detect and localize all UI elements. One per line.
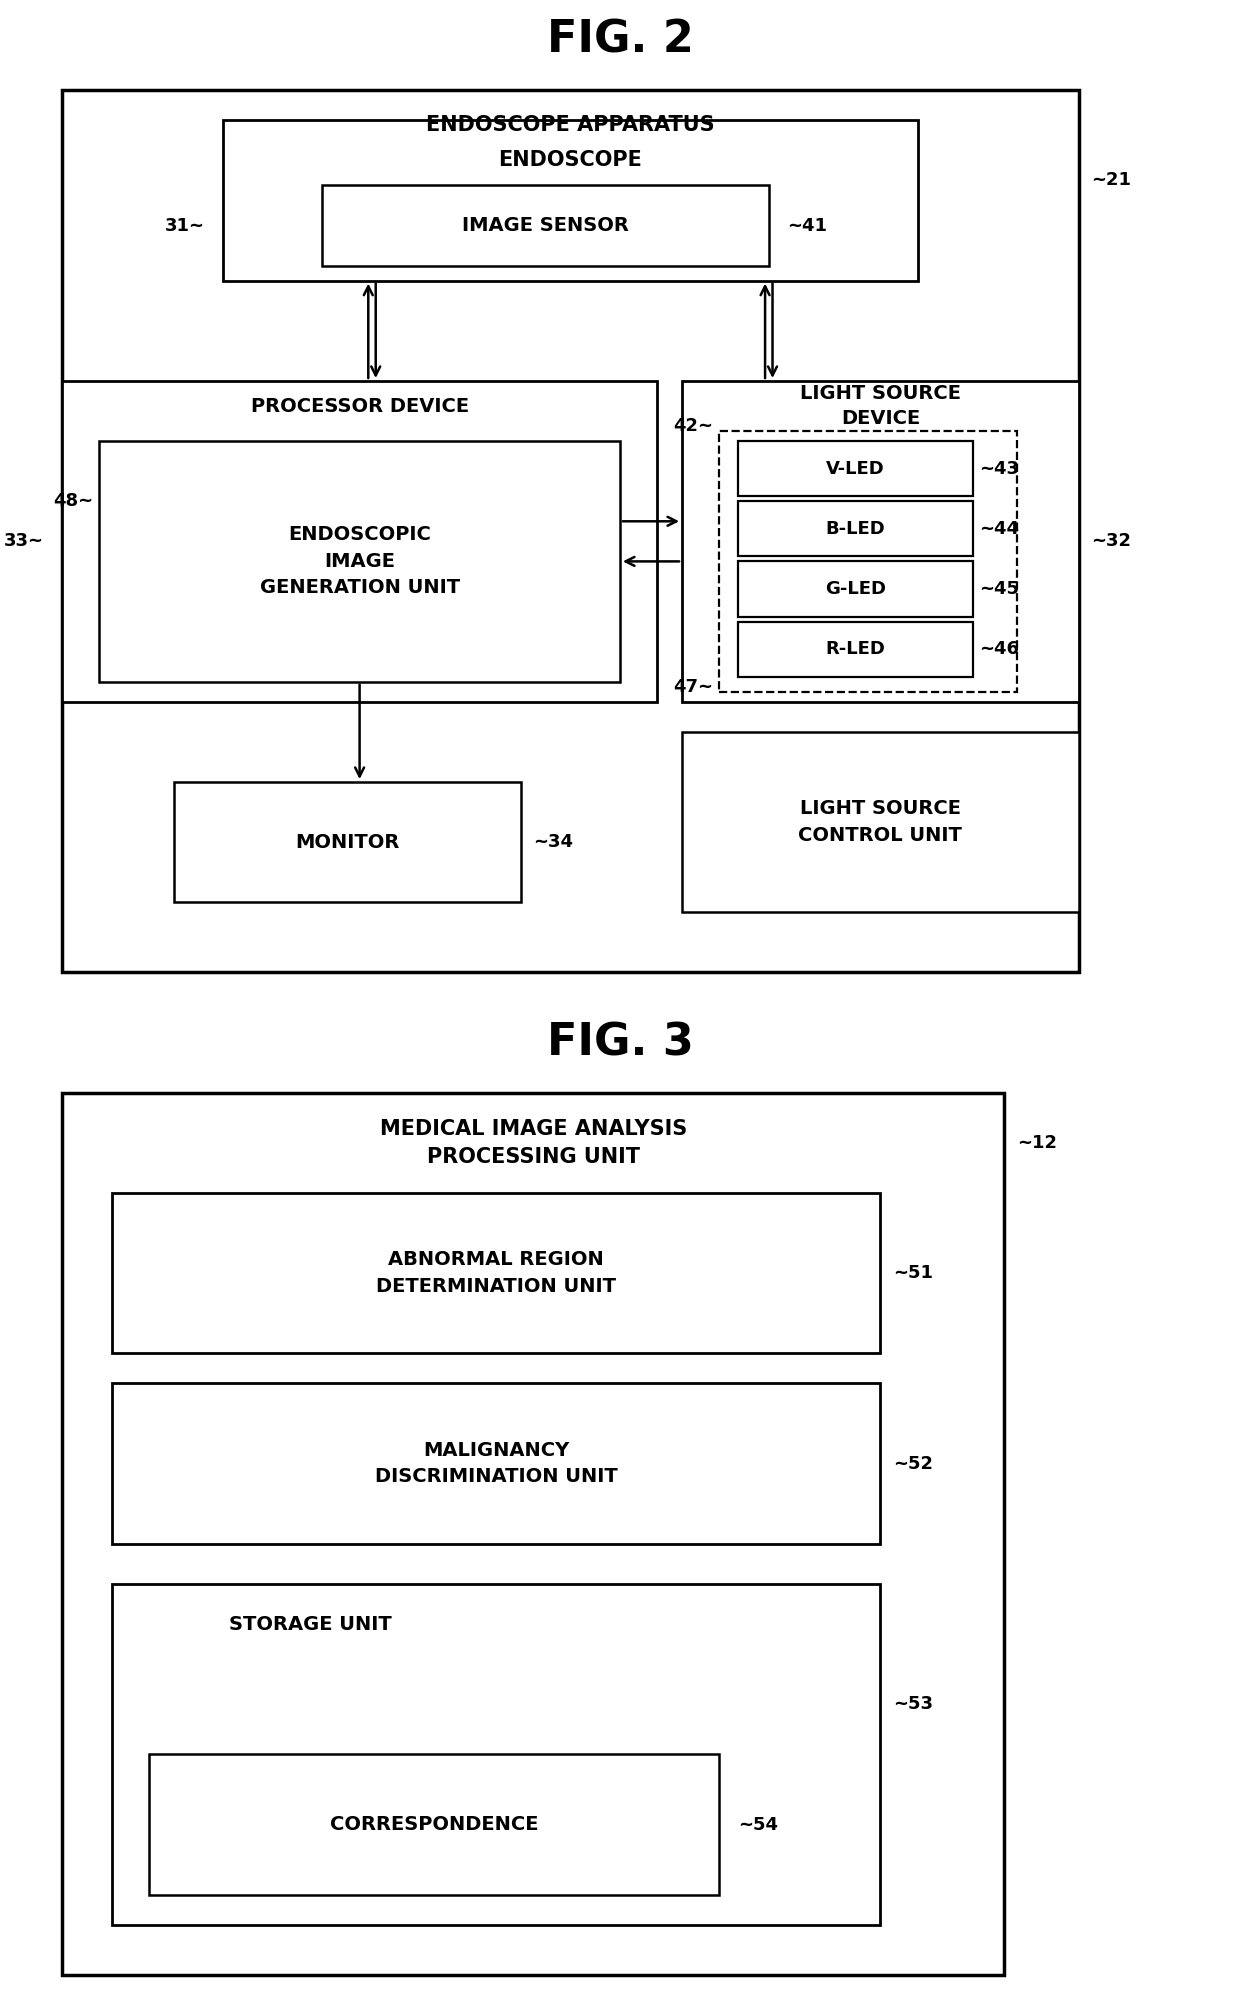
Text: LIGHT SOURCE
CONTROL UNIT: LIGHT SOURCE CONTROL UNIT bbox=[799, 800, 962, 844]
Text: IMAGE SENSOR: IMAGE SENSOR bbox=[463, 217, 629, 235]
Text: PROCESSOR DEVICE: PROCESSOR DEVICE bbox=[250, 397, 469, 415]
Bar bbox=[223, 120, 918, 281]
Bar bbox=[112, 1383, 880, 1544]
Text: ~44: ~44 bbox=[980, 519, 1019, 537]
Bar bbox=[738, 441, 973, 497]
Text: ~45: ~45 bbox=[980, 579, 1019, 597]
Text: ~41: ~41 bbox=[787, 217, 827, 235]
Text: FIG. 3: FIG. 3 bbox=[547, 1021, 693, 1065]
Text: ~46: ~46 bbox=[980, 640, 1019, 658]
Text: 33~: 33~ bbox=[4, 533, 43, 549]
Text: ENDOSCOPE APPARATUS: ENDOSCOPE APPARATUS bbox=[427, 116, 714, 134]
Text: MALIGNANCY
DISCRIMINATION UNIT: MALIGNANCY DISCRIMINATION UNIT bbox=[374, 1442, 618, 1486]
Text: ~52: ~52 bbox=[893, 1456, 932, 1472]
Text: B-LED: B-LED bbox=[826, 519, 885, 537]
Text: CORRESPONDENCE: CORRESPONDENCE bbox=[330, 1815, 538, 1835]
Text: ~53: ~53 bbox=[893, 1696, 932, 1712]
Text: STORAGE UNIT: STORAGE UNIT bbox=[228, 1614, 392, 1634]
Bar bbox=[112, 1193, 880, 1353]
Bar bbox=[682, 732, 1079, 912]
Text: R-LED: R-LED bbox=[826, 640, 885, 658]
Text: ENDOSCOPE: ENDOSCOPE bbox=[498, 150, 642, 170]
Bar bbox=[682, 381, 1079, 702]
Text: FIG. 2: FIG. 2 bbox=[547, 18, 693, 62]
Bar bbox=[112, 1584, 880, 1925]
Bar bbox=[62, 381, 657, 702]
Bar bbox=[99, 441, 620, 682]
Bar bbox=[62, 90, 1079, 972]
Text: MEDICAL IMAGE ANALYSIS
PROCESSING UNIT: MEDICAL IMAGE ANALYSIS PROCESSING UNIT bbox=[379, 1119, 687, 1167]
Text: G-LED: G-LED bbox=[825, 579, 887, 597]
Text: MONITOR: MONITOR bbox=[295, 832, 399, 852]
Text: ABNORMAL REGION
DETERMINATION UNIT: ABNORMAL REGION DETERMINATION UNIT bbox=[376, 1251, 616, 1295]
Text: ~54: ~54 bbox=[738, 1817, 777, 1833]
Text: LIGHT SOURCE
DEVICE: LIGHT SOURCE DEVICE bbox=[800, 385, 961, 427]
Bar bbox=[174, 782, 521, 902]
Bar bbox=[738, 561, 973, 618]
Text: ~21: ~21 bbox=[1091, 172, 1131, 188]
Text: 48~: 48~ bbox=[53, 493, 93, 509]
Bar bbox=[719, 431, 1017, 692]
Bar bbox=[738, 622, 973, 678]
Bar bbox=[62, 1093, 1004, 1975]
Bar bbox=[322, 186, 769, 267]
Bar bbox=[738, 501, 973, 557]
Bar bbox=[149, 1754, 719, 1895]
Text: ~51: ~51 bbox=[893, 1265, 932, 1281]
Text: 47~: 47~ bbox=[673, 678, 713, 696]
Text: ~32: ~32 bbox=[1091, 533, 1131, 549]
Text: V-LED: V-LED bbox=[826, 459, 885, 477]
Text: 31~: 31~ bbox=[165, 217, 205, 235]
Text: ENDOSCOPIC
IMAGE
GENERATION UNIT: ENDOSCOPIC IMAGE GENERATION UNIT bbox=[259, 525, 460, 597]
Text: ~12: ~12 bbox=[1017, 1135, 1056, 1151]
Text: ~34: ~34 bbox=[533, 834, 573, 850]
Text: ~43: ~43 bbox=[980, 459, 1019, 477]
Text: 42~: 42~ bbox=[673, 417, 713, 435]
